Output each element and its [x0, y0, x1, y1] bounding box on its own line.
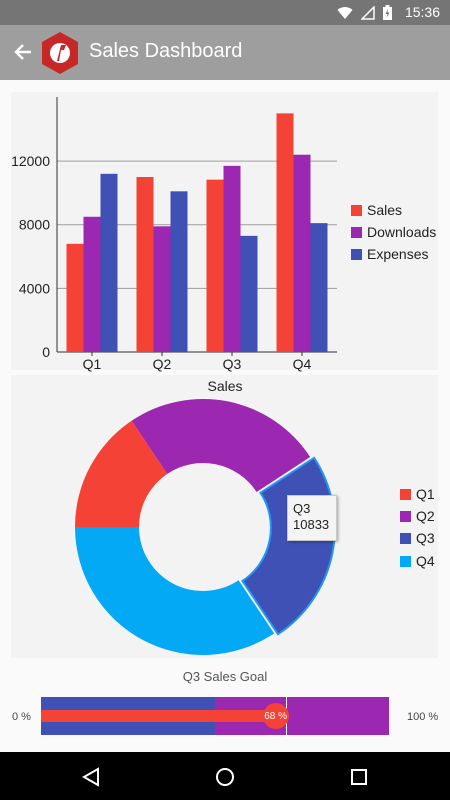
pie-legend-swatch-q1: [400, 488, 411, 500]
donut-slice-q2[interactable]: [131, 399, 311, 493]
bar-downloads-q3[interactable]: [223, 165, 241, 352]
bar-expenses-q1[interactable]: [100, 173, 118, 352]
pie-legend-label-q3: Q3: [416, 530, 435, 546]
goal-max-label: 100 %: [407, 711, 439, 723]
tooltip-value: 10833: [293, 517, 330, 532]
bar-downloads-q1[interactable]: [83, 216, 101, 352]
y-tick-label: 4000: [19, 280, 50, 296]
status-time: 15:36: [404, 4, 440, 20]
pie-tooltip: Q3 10833: [287, 495, 337, 541]
bar-expenses-q2[interactable]: [170, 191, 188, 352]
legend-swatch-downloads: [351, 226, 362, 238]
nav-recents-icon: [351, 769, 367, 785]
bar-sales-q2[interactable]: [136, 177, 154, 352]
goal-min-label: 0 %: [12, 711, 31, 723]
legend-label-downloads: Downloads: [367, 224, 437, 240]
x-tick-label-q1: Q1: [83, 356, 102, 372]
legend-swatch-expenses: [351, 248, 362, 260]
bar-downloads-q2[interactable]: [153, 226, 171, 352]
y-tick-label: 8000: [19, 217, 50, 233]
bar-downloads-q4[interactable]: [293, 154, 311, 352]
y-tick-label: 12000: [11, 153, 50, 169]
x-tick-label-q3: Q3: [223, 356, 242, 372]
nav-back-icon: [82, 767, 99, 787]
signal-icon: [361, 5, 375, 20]
sales-goal-gauge[interactable]: 68 %: [41, 697, 389, 735]
back-button[interactable]: [8, 37, 38, 67]
y-tick-label: 0: [42, 344, 50, 360]
pie-legend-label-q1: Q1: [416, 486, 435, 502]
legend-item-expenses: Expenses: [351, 246, 428, 262]
gauge-value-thumb[interactable]: 68 %: [262, 703, 289, 729]
pie-legend-swatch-q2: [400, 510, 411, 522]
legend-label-sales: Sales: [367, 202, 403, 218]
app-logo-icon: [42, 32, 78, 74]
legend-label-expenses: Expenses: [367, 246, 429, 262]
pie-legend-swatch-q4: [400, 555, 411, 567]
bar-sales-q3[interactable]: [206, 179, 224, 352]
bar-sales-q4[interactable]: [276, 113, 294, 352]
navigation-bar: [0, 752, 450, 800]
x-tick-label-q4: Q4: [293, 356, 312, 372]
status-bar: 15:36: [0, 0, 450, 25]
legend-item-sales: Sales: [351, 202, 402, 218]
pie-legend-item-q2: Q2: [400, 508, 435, 524]
nav-recents-button[interactable]: [346, 764, 372, 790]
toolbar: Sales Dashboard: [0, 25, 450, 80]
pie-legend-label-q4: Q4: [416, 553, 435, 569]
donut-slice-q1[interactable]: [75, 420, 168, 527]
pie-legend-item-q1: Q1: [400, 486, 435, 502]
legend-swatch-sales: [351, 204, 362, 216]
pie-legend-item-q4: Q4: [400, 553, 435, 569]
legend-item-downloads: Downloads: [351, 224, 436, 240]
pie-legend-item-q3: Q3: [400, 530, 435, 546]
donut-slice-q4[interactable]: [75, 527, 275, 655]
pie-legend-label-q2: Q2: [416, 508, 435, 524]
status-icons: [337, 5, 392, 20]
pie-legend-swatch-q3: [400, 532, 411, 544]
nav-back-button[interactable]: [78, 764, 104, 790]
bar-expenses-q3[interactable]: [240, 235, 258, 352]
tooltip-label: Q3: [293, 501, 311, 516]
bar-sales-q1[interactable]: [66, 243, 84, 352]
arrow-back-icon: [14, 44, 31, 60]
battery-charging-icon: [383, 5, 392, 20]
nav-home-button[interactable]: [212, 764, 238, 790]
nav-home-icon: [216, 768, 234, 786]
bar-chart: 0 4000 8000 12000 Q1 Q2 Q3 Q4: [11, 97, 337, 372]
page-title: Sales Dashboard: [89, 40, 243, 62]
bar-expenses-q4[interactable]: [310, 223, 328, 352]
pie-chart-title: Sales: [207, 378, 243, 394]
x-tick-label-q2: Q2: [153, 356, 172, 372]
gauge-progress-bar: [41, 710, 272, 722]
sales-goal-title: Q3 Sales Goal: [182, 669, 268, 684]
wifi-icon: [337, 6, 353, 19]
